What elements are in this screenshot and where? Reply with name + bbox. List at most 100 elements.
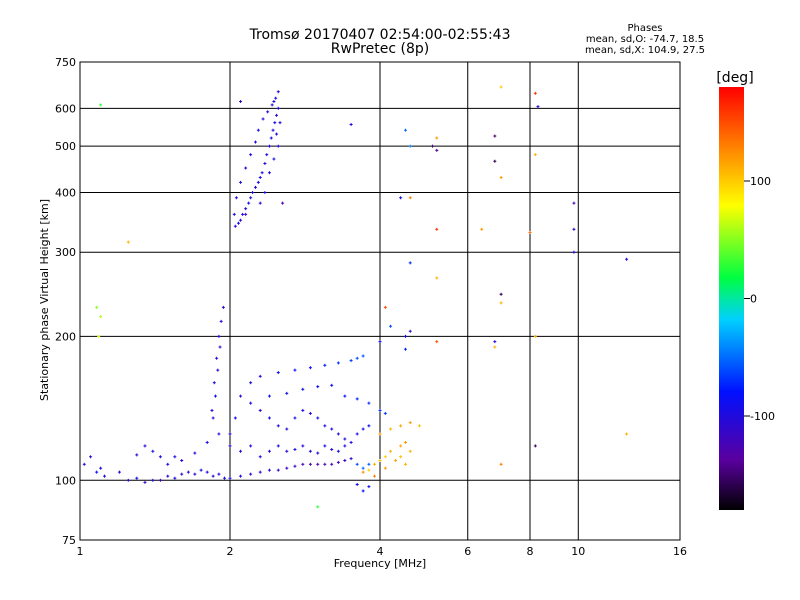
chart-title: Tromsø 20170407 02:54:00-02:55:43 [249, 27, 511, 43]
data-point [258, 408, 262, 412]
data-point [285, 449, 289, 453]
data-point [493, 134, 497, 138]
data-point [308, 449, 312, 453]
data-point [267, 449, 271, 453]
data-point [211, 416, 215, 420]
data-point [330, 447, 334, 451]
data-point [536, 105, 540, 109]
data-point [355, 356, 359, 360]
data-point [361, 470, 365, 474]
data-point [218, 345, 222, 349]
data-point [378, 408, 382, 412]
data-point [330, 383, 334, 387]
data-point [166, 474, 170, 478]
data-point [270, 103, 274, 107]
data-point [276, 106, 280, 110]
data-point [272, 157, 276, 161]
data-point [403, 440, 407, 444]
data-point [399, 455, 403, 459]
data-point [276, 371, 280, 375]
data-point [493, 159, 497, 163]
data-point [216, 368, 220, 372]
data-point [258, 470, 262, 474]
y-tick-label: 750 [55, 56, 76, 69]
data-point [323, 462, 327, 466]
data-point [260, 171, 264, 175]
data-point [267, 171, 271, 175]
data-point [349, 123, 353, 127]
data-point [267, 144, 271, 148]
data-point [249, 401, 253, 405]
data-point [293, 416, 297, 420]
data-point [210, 408, 214, 412]
data-point [367, 485, 371, 489]
data-point [301, 387, 305, 391]
stats-heading: Phases [627, 23, 662, 34]
data-point [417, 424, 421, 428]
data-point [95, 470, 99, 474]
data-point [151, 478, 155, 482]
data-point [572, 227, 576, 231]
data-point [361, 466, 365, 470]
data-point [275, 132, 279, 136]
data-point [173, 476, 177, 480]
data-point [244, 207, 248, 211]
data-point [265, 153, 269, 157]
data-point [293, 447, 297, 451]
data-point [361, 427, 365, 431]
data-point [239, 394, 243, 398]
data-point [316, 505, 320, 509]
data-point [217, 432, 221, 436]
data-point [135, 476, 139, 480]
data-point [234, 196, 238, 200]
data-point [135, 453, 139, 457]
grid-lines [80, 62, 680, 540]
data-point [233, 224, 237, 228]
data-point [394, 458, 398, 462]
data-point [217, 334, 221, 338]
axis-ticks: 1 2 4 6 8 10 16 75 100 200 300 400 500 600 750 [55, 56, 687, 558]
colorbar-tick-label: 0 [750, 293, 757, 306]
data-point [258, 374, 262, 378]
data-point [308, 411, 312, 415]
data-point [355, 432, 359, 436]
data-point [493, 345, 497, 349]
data-point [285, 427, 289, 431]
data-point [219, 319, 223, 323]
data-point [533, 444, 537, 448]
data-point [499, 292, 503, 296]
y-tick-label: 300 [55, 246, 76, 259]
data-point [99, 466, 103, 470]
data-point [301, 408, 305, 412]
data-point [355, 462, 359, 466]
data-point [499, 462, 503, 466]
data-point [232, 212, 236, 216]
data-point [625, 432, 629, 436]
data-point [228, 444, 232, 448]
data-point [572, 250, 576, 254]
data-point [269, 136, 273, 140]
data-point [205, 440, 209, 444]
data-point [431, 144, 435, 148]
x-tick-label: 2 [227, 545, 234, 558]
data-point [244, 212, 248, 216]
data-point [263, 161, 267, 165]
data-point [213, 394, 217, 398]
y-axis-label: Stationary phase Virtual Height [km] [38, 199, 51, 401]
data-point [271, 128, 275, 132]
data-point [258, 455, 262, 459]
data-point [408, 421, 412, 425]
data-point [239, 449, 243, 453]
data-point [228, 476, 232, 480]
data-point [316, 416, 320, 420]
data-point [493, 340, 497, 344]
data-point [205, 470, 209, 474]
data-point [249, 472, 253, 476]
data-point [349, 457, 353, 461]
data-point [373, 462, 377, 466]
data-point [403, 347, 407, 351]
data-point [228, 432, 232, 436]
data-point [301, 444, 305, 448]
data-point [316, 385, 320, 389]
data-point [275, 113, 279, 117]
